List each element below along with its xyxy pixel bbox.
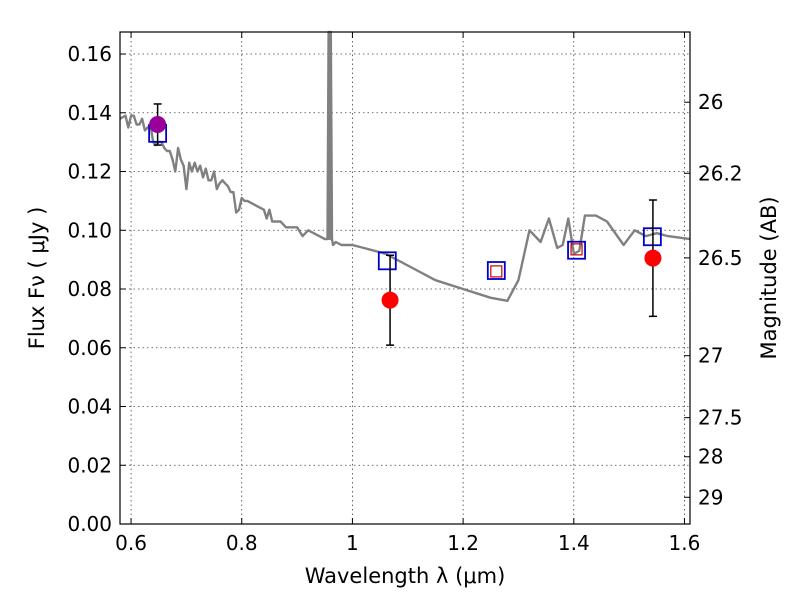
observed-point	[381, 291, 399, 309]
model-box	[486, 261, 506, 280]
small-model-box	[490, 265, 503, 278]
y-tick-label: 0.10	[67, 218, 112, 242]
axis-ticks: 0.6 0.8 1 1.2 1.4 1.6 0.00 0.02 0.04 0.06 0.08 0.10…	[67, 32, 743, 555]
x-tick-label: 1.4	[558, 531, 590, 555]
small-model-box	[570, 243, 583, 256]
right-tick-label: 26.5	[698, 246, 743, 270]
right-axis-label: Magnitude (AB)	[757, 196, 781, 359]
model-spectrum-line	[119, 30, 691, 302]
observed-point	[149, 116, 167, 134]
observed-point	[644, 249, 662, 267]
x-tick-label: 0.8	[226, 531, 258, 555]
right-tick-label: 27	[698, 344, 723, 368]
y-tick-label: 0.04	[67, 395, 112, 419]
model-photometry-boxes	[148, 123, 662, 280]
right-tick-label: 26	[698, 90, 723, 114]
plot-frame	[119, 31, 691, 525]
model-box	[567, 240, 586, 260]
y-tick-label: 0.02	[67, 453, 112, 477]
right-tick-label: 27.5	[698, 406, 743, 430]
grid	[120, 32, 690, 525]
y-tick-label: 0.16	[67, 42, 112, 66]
y-tick-label: 0.06	[67, 336, 112, 360]
right-tick-label: 29	[698, 485, 723, 509]
y-tick-label: 0.08	[67, 277, 112, 301]
right-tick-label: 28	[698, 445, 723, 469]
x-tick-label: 1.2	[447, 531, 479, 555]
x-tick-label: 0.6	[115, 531, 147, 555]
y-tick-label: 0.14	[67, 101, 112, 125]
right-tick-label: 26.2	[698, 161, 743, 185]
observed-photometry	[149, 103, 662, 346]
y-tick-label: 0.00	[67, 512, 112, 536]
model-spectrum	[119, 30, 691, 302]
x-tick-label: 1.6	[669, 531, 701, 555]
x-axis-label: Wavelength λ (μm)	[305, 564, 506, 588]
y-tick-label: 0.12	[67, 160, 112, 184]
y-axis-label: Flux Fν ( μJy )	[25, 207, 49, 350]
model-box	[377, 251, 397, 271]
x-tick-label: 1	[346, 531, 359, 555]
